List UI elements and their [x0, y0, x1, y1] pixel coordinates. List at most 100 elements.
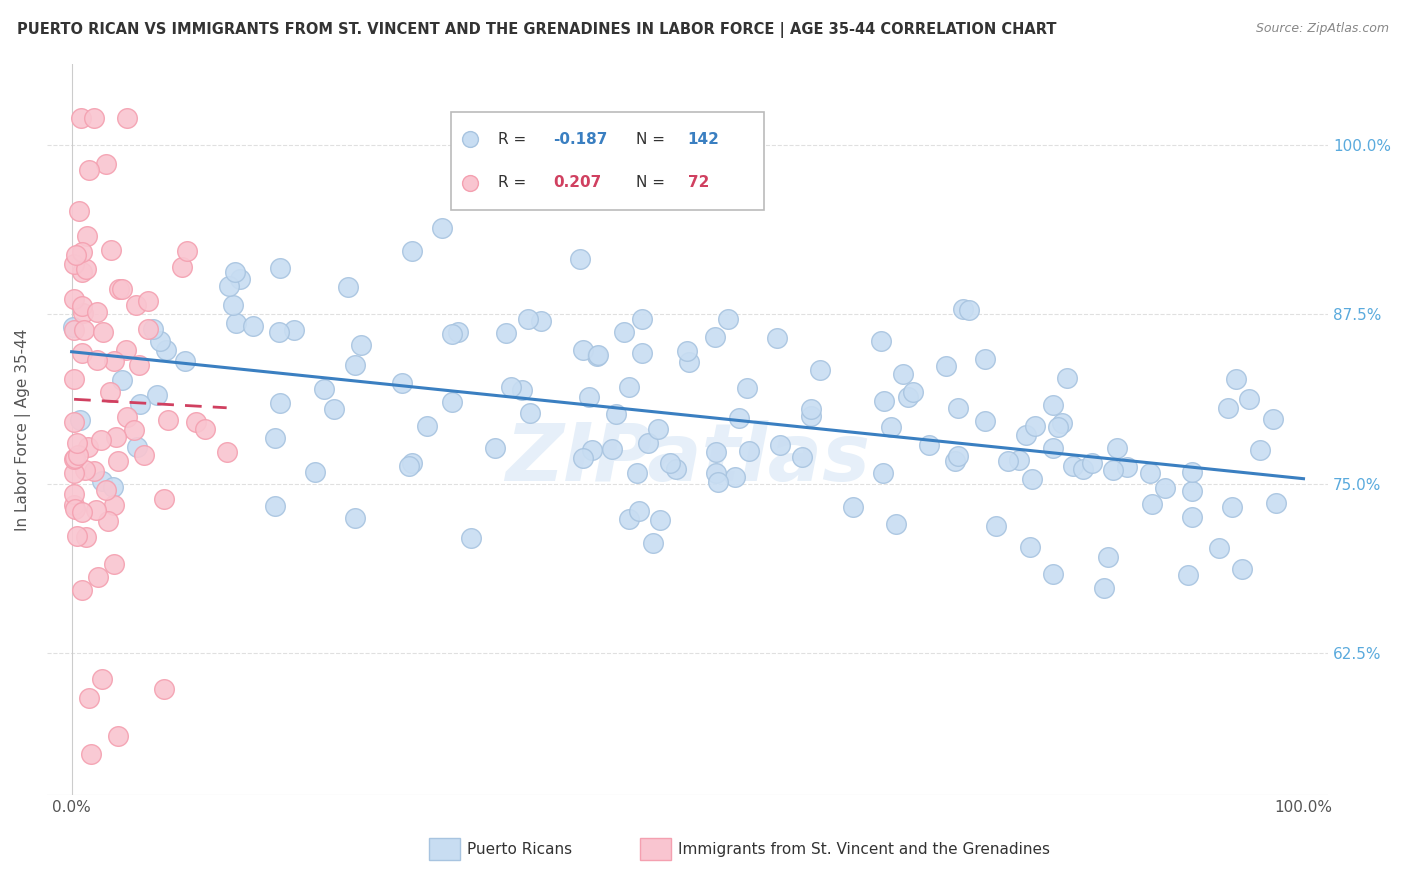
Point	[706, 444, 728, 458]
Point	[344, 359, 367, 373]
Point	[600, 442, 623, 456]
Point	[897, 390, 920, 404]
Point	[659, 456, 682, 470]
Point	[336, 279, 359, 293]
Point	[87, 570, 110, 584]
Point	[70, 245, 93, 260]
Point	[737, 381, 759, 395]
Point	[1024, 419, 1046, 434]
Point	[665, 462, 688, 476]
Point	[75, 262, 97, 277]
Point	[704, 466, 727, 480]
Point	[516, 311, 538, 326]
Point	[512, 383, 534, 397]
Point	[501, 380, 523, 394]
Point	[1218, 401, 1240, 416]
Point	[578, 390, 600, 404]
Point	[447, 325, 470, 339]
Point	[1177, 568, 1199, 582]
Point	[142, 322, 165, 336]
Point	[943, 454, 966, 468]
Point	[77, 162, 100, 177]
Point	[769, 438, 792, 452]
Text: PUERTO RICAN VS IMMIGRANTS FROM ST. VINCENT AND THE GRENADINES IN LABOR FORCE | : PUERTO RICAN VS IMMIGRANTS FROM ST. VINC…	[17, 22, 1056, 38]
Point	[115, 343, 138, 357]
Point	[613, 325, 636, 339]
Point	[946, 401, 969, 416]
Point	[678, 355, 700, 369]
Point	[149, 334, 172, 349]
Point	[704, 329, 727, 343]
Point	[588, 348, 610, 362]
Point	[706, 475, 728, 490]
Point	[63, 323, 86, 337]
Point	[174, 353, 197, 368]
Point	[586, 349, 609, 363]
Point	[186, 415, 208, 429]
Point	[1007, 453, 1029, 467]
Point	[631, 312, 654, 326]
Point	[103, 498, 125, 512]
Point	[1097, 550, 1119, 565]
Point	[918, 438, 941, 452]
Point	[460, 531, 482, 545]
Point	[1180, 510, 1202, 524]
Point	[495, 326, 517, 340]
Point	[84, 502, 107, 516]
FancyBboxPatch shape	[429, 838, 460, 860]
Point	[984, 519, 1007, 533]
Point	[63, 451, 86, 466]
Point	[156, 413, 179, 427]
Text: N =: N =	[637, 132, 671, 146]
Point	[63, 257, 86, 271]
Point	[1249, 442, 1271, 457]
Point	[800, 409, 823, 424]
Point	[946, 449, 969, 463]
Point	[136, 293, 159, 308]
Point	[269, 261, 291, 276]
Point	[1139, 466, 1161, 480]
Point	[70, 346, 93, 360]
Point	[128, 358, 150, 372]
Point	[229, 272, 252, 286]
Point	[125, 440, 148, 454]
Point	[107, 729, 129, 743]
Point	[155, 343, 177, 357]
Point	[717, 311, 740, 326]
Point	[1116, 460, 1139, 475]
Point	[571, 451, 593, 466]
Point	[98, 384, 121, 399]
Point	[569, 252, 592, 266]
Point	[323, 402, 346, 417]
Point	[766, 331, 789, 345]
Point	[727, 411, 749, 425]
Point	[63, 487, 86, 501]
Point	[269, 396, 291, 410]
Point	[86, 304, 108, 318]
Point	[398, 458, 420, 473]
Point	[283, 323, 305, 337]
Point	[62, 320, 84, 334]
Point	[103, 354, 125, 368]
Text: N =: N =	[637, 175, 671, 190]
Point	[83, 464, 105, 478]
Point	[96, 157, 118, 171]
Point	[193, 422, 215, 436]
Point	[1071, 462, 1094, 476]
Point	[401, 457, 423, 471]
Point	[391, 376, 413, 391]
Point	[153, 492, 176, 507]
Point	[66, 448, 89, 462]
Point	[1046, 420, 1069, 434]
Point	[1140, 497, 1163, 511]
Point	[63, 467, 86, 481]
Point	[146, 388, 169, 402]
Point	[94, 483, 117, 497]
Point	[97, 515, 120, 529]
Point	[218, 279, 240, 293]
Point	[103, 557, 125, 571]
Point	[1102, 462, 1125, 476]
Text: 72: 72	[688, 175, 709, 190]
Point	[1237, 392, 1260, 407]
Text: R =: R =	[498, 132, 531, 146]
